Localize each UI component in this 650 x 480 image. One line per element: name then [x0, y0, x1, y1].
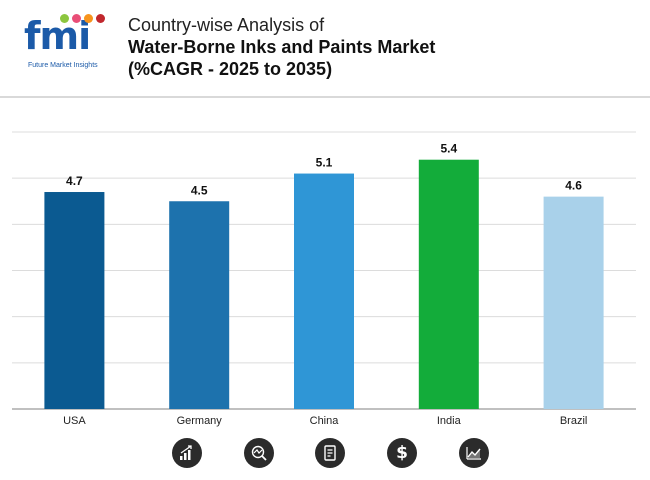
logo-tagline: Future Market Insights [28, 62, 98, 69]
data-label-india: 5.4 [440, 142, 457, 156]
bar-india [418, 159, 479, 409]
footer-icons: $ [0, 428, 650, 480]
header: fmi Future Market Insights Country-wise … [0, 0, 650, 96]
bar-usa [44, 192, 105, 409]
logo-dot-pink [72, 14, 81, 23]
title-line-1: Country-wise Analysis of [128, 15, 325, 35]
dollar-icon: $ [387, 438, 417, 468]
logo-dot-orange [84, 14, 93, 23]
bar-growth-icon [172, 438, 202, 468]
logo-dot-red [96, 14, 105, 23]
pie-analysis-icon [244, 438, 274, 468]
x-tick-label-brazil: Brazil [560, 415, 588, 427]
bar-brazil [543, 196, 604, 409]
document-icon [315, 438, 345, 468]
chart-title: Country-wise Analysis of Water-Borne Ink… [128, 14, 435, 80]
header-divider [0, 96, 650, 98]
title-line-3: (%CAGR - 2025 to 2035) [128, 59, 333, 79]
fmi-logo: fmi Future Market Insights [14, 12, 114, 76]
x-tick-label-usa: USA [63, 415, 86, 427]
line-chart-icon [459, 438, 489, 468]
dollar-glyph: $ [396, 443, 408, 463]
data-label-usa: 4.7 [66, 174, 83, 188]
x-tick-label-germany: Germany [177, 415, 223, 427]
logo-dot-green [60, 14, 69, 23]
logo-dots [60, 14, 110, 26]
x-tick-label-china: China [310, 415, 340, 427]
bar-germany [169, 201, 230, 409]
x-tick-label-india: India [437, 415, 462, 427]
chart-area: 4.7 USA 4.5 Germany 5.1 China 5.4 India 4.6 Brazi… [0, 98, 650, 428]
title-line-2: Water-Borne Inks and Paints Market [128, 37, 436, 57]
bar-chart: 4.7 USA 4.5 Germany 5.1 China 5.4 India 4.6 Brazi… [12, 131, 636, 427]
data-label-brazil: 4.6 [565, 179, 582, 193]
data-label-germany: 4.5 [191, 183, 208, 197]
data-label-china: 5.1 [316, 156, 333, 170]
bar-china [294, 173, 354, 409]
